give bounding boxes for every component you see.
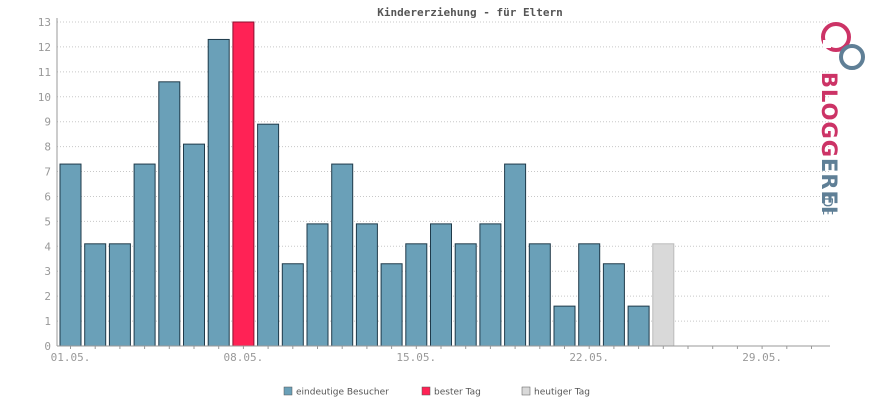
bar <box>108 243 131 347</box>
y-tick-label: 5 <box>44 215 51 228</box>
legend-label: bester Tag <box>434 388 481 398</box>
bar <box>380 263 403 347</box>
bar <box>281 263 304 347</box>
bar <box>207 38 230 347</box>
bar <box>479 223 502 347</box>
x-tick-label: 08.05. <box>224 351 264 364</box>
bar <box>59 163 82 347</box>
y-tick-label: 4 <box>44 240 51 253</box>
bar <box>133 163 156 347</box>
bar <box>257 123 280 347</box>
bars <box>59 21 675 347</box>
legend-swatch <box>283 386 293 396</box>
legend-label: heutiger Tag <box>534 388 590 398</box>
y-tick-label: 7 <box>44 166 51 179</box>
bar <box>355 223 378 347</box>
bloggerei-logo: BLOGGEREI .DE <box>817 22 865 215</box>
legend: eindeutige Besucher bester Tag heutiger Ta… <box>283 386 590 398</box>
y-tick-label: 8 <box>44 141 51 154</box>
bar-best-day <box>232 21 255 347</box>
legend-label: eindeutige Besucher <box>296 388 389 398</box>
bar <box>553 305 576 347</box>
bar <box>627 305 650 347</box>
x-tick-label: 29.05. <box>742 351 782 364</box>
bar <box>578 243 601 347</box>
legend-item: heutiger Tag <box>521 386 590 398</box>
bar <box>84 243 107 347</box>
bar <box>602 263 625 347</box>
chart-title: Kindererziehung - für Eltern <box>377 6 562 19</box>
x-tick-labels: 01.05. 08.05. 15.05. 22.05. 29.05. <box>51 351 782 364</box>
y-tick-label: 13 <box>38 16 51 29</box>
x-tick-label: 22.05. <box>569 351 609 364</box>
bar <box>528 243 551 347</box>
y-tick-label: 0 <box>44 340 51 353</box>
y-tick-label: 9 <box>44 116 51 129</box>
x-tick-label: 15.05. <box>396 351 436 364</box>
brand-name: BLOGGEREI <box>817 72 841 215</box>
legend-item: bester Tag <box>421 386 481 398</box>
y-tick-label: 2 <box>44 290 51 303</box>
y-tick-label: 11 <box>38 66 51 79</box>
brand-suffix: .DE <box>819 193 834 215</box>
bar <box>331 163 354 347</box>
bar <box>504 163 527 347</box>
y-tick-label: 10 <box>38 91 51 104</box>
x-tick-label: 01.05. <box>51 351 91 364</box>
logo-icon <box>821 22 865 70</box>
bar <box>158 81 181 347</box>
bar <box>430 223 452 347</box>
legend-item: eindeutige Besucher <box>283 386 389 398</box>
legend-swatch <box>521 386 531 396</box>
y-tick-label: 6 <box>44 190 51 203</box>
bar <box>183 143 205 347</box>
bar <box>306 223 329 347</box>
bar <box>405 243 428 347</box>
bar <box>454 243 477 347</box>
legend-swatch <box>421 386 431 396</box>
y-tick-label: 3 <box>44 265 51 278</box>
y-tick-label: 1 <box>44 315 51 328</box>
axes <box>56 18 830 349</box>
bar-today <box>652 243 675 347</box>
y-tick-label: 12 <box>38 41 51 54</box>
